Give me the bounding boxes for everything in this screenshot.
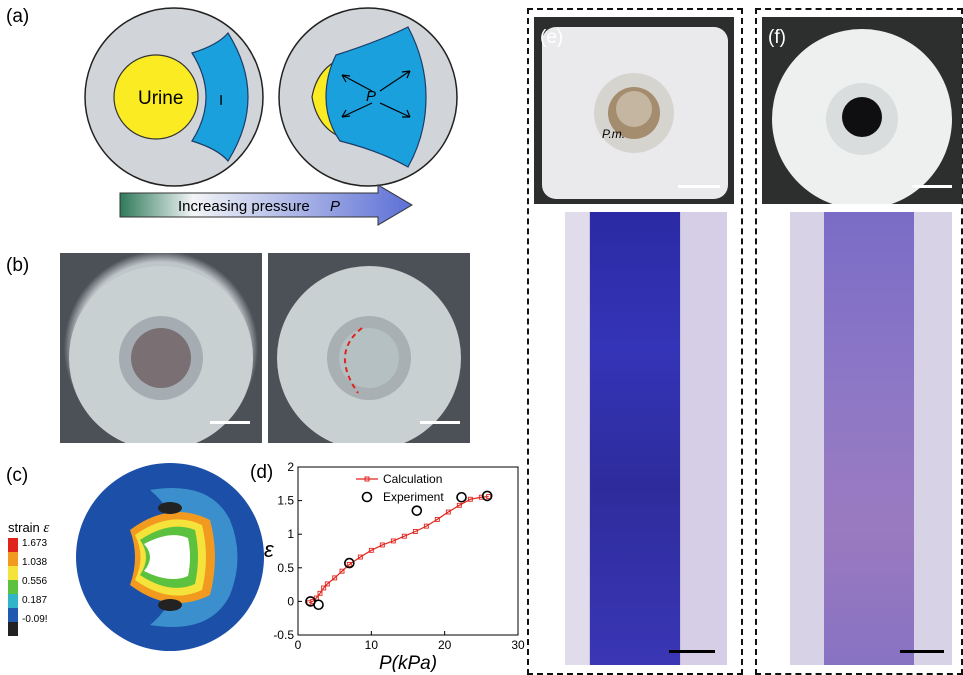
increasing-pressure-arrow <box>119 184 413 226</box>
legend-swatch <box>8 608 18 622</box>
calculation-point <box>390 538 396 544</box>
panel-e-label: (e) <box>540 27 564 48</box>
p-label: P <box>366 88 376 105</box>
photo-b-right <box>268 253 470 443</box>
y-tick-label: 0.5 <box>277 561 294 575</box>
experiment-point <box>313 599 324 611</box>
strain-legend: strain ε 1.673 1.038 0.556 0.187 -0.09! <box>8 520 78 636</box>
panel-d-label: (d) <box>250 462 274 483</box>
i-label: I <box>219 92 223 109</box>
legend-swatch <box>8 552 18 566</box>
legend-title-text: strain <box>8 520 40 535</box>
photo-e-top-drawing <box>542 27 728 199</box>
legend-value: 0.187 <box>22 595 48 606</box>
photo-f-top: (f) <box>762 17 962 204</box>
pm-annotation: P.m. <box>602 127 626 141</box>
plot-frame <box>297 466 519 636</box>
legend-experiment-marker <box>361 491 373 503</box>
legend-title: strain ε <box>8 520 78 537</box>
left-cushion <box>191 31 249 163</box>
experiment-point <box>481 490 493 502</box>
x-axis-label: P(kPa) <box>379 653 437 672</box>
calculation-point <box>456 502 462 508</box>
calculation-point <box>423 523 429 529</box>
y-tick-label: 0 <box>287 594 294 608</box>
legend-swatch <box>8 538 18 552</box>
legend-calculation-marker <box>364 476 370 482</box>
urine-circle <box>113 54 199 140</box>
legend-swatch <box>8 622 18 636</box>
scale-bar-e-top <box>678 185 720 188</box>
photo-b-right-drawing <box>277 266 461 443</box>
panel-c-label: (c) <box>6 465 29 486</box>
experiment-point <box>411 505 423 516</box>
legend-value: 0.556 <box>22 576 48 587</box>
calculation-point <box>412 529 418 534</box>
panel-a-label: (a) <box>6 6 30 27</box>
y-tick-label: 1.5 <box>277 494 294 508</box>
panel-c-fem <box>76 463 264 651</box>
photo-e-top: (e) P.m. <box>534 17 734 204</box>
experiment-point <box>456 491 467 503</box>
calculation-point <box>445 509 451 515</box>
calculation-point <box>434 516 440 522</box>
legend-symbol: ε <box>43 520 50 536</box>
panel-a-schematic: Urine I P Increasing pressure P <box>84 7 458 226</box>
x-tick-label: 30 <box>511 638 525 652</box>
calculation-line <box>308 495 489 604</box>
arrow-var: P <box>330 198 340 215</box>
y-tick-label: 1 <box>287 527 294 541</box>
scale-bar-e-bottom <box>669 650 715 653</box>
legend-colorbar <box>8 538 18 636</box>
arrow-text: Increasing pressure <box>178 198 310 215</box>
experiment-point <box>344 557 355 569</box>
panel-b-label: (b) <box>6 255 30 276</box>
panel-e-frame <box>527 8 743 675</box>
legend-swatch <box>8 566 18 580</box>
y-axis-label: ε <box>264 537 274 562</box>
calculation-point <box>401 533 407 539</box>
scale-bar-f-bottom <box>900 650 944 653</box>
y-tick-label: -0.5 <box>273 628 294 642</box>
urine-label: Urine <box>138 88 183 109</box>
calculation-point <box>339 568 345 574</box>
photo-e-bottom <box>565 212 727 665</box>
calculation-point <box>317 590 323 596</box>
calculation-point <box>486 494 492 500</box>
legend-value: -0.09! <box>22 614 48 625</box>
legend-value: 1.038 <box>22 557 48 568</box>
photo-f-bottom <box>790 212 952 665</box>
strain-pressure-chart: 0 10 20 30-0.500.511.52P(kPa)εCalculationEx… <box>264 460 525 672</box>
legend-calculation-label: Calculation <box>383 472 442 486</box>
panel-f-frame <box>755 8 963 675</box>
calculation-point <box>332 575 338 581</box>
y-tick-label: 2 <box>287 460 294 474</box>
calculation-point <box>357 554 363 560</box>
legend-value: 1.673 <box>22 538 48 549</box>
right-cushion <box>325 26 427 168</box>
calculation-point <box>346 561 352 567</box>
photo-b-left <box>60 253 262 443</box>
calculation-point <box>379 542 385 548</box>
photo-f-top-drawing <box>772 29 952 204</box>
x-tick-label: 10 <box>365 638 379 652</box>
photo-b-left-drawing <box>69 266 253 443</box>
pressure-arrows <box>341 70 411 118</box>
panel-f-label: (f) <box>768 27 786 48</box>
x-tick-label: 0 <box>295 638 302 652</box>
x-tick-label: 20 <box>438 638 452 652</box>
legend-swatch <box>8 594 18 608</box>
calculation-point <box>321 585 327 591</box>
deformation-dashed-line <box>344 327 363 394</box>
scale-bar-b-left <box>210 421 250 424</box>
scale-bar-f-top <box>912 185 952 188</box>
calculation-point <box>324 581 330 587</box>
calculation-point <box>368 547 374 553</box>
calculation-point <box>467 496 473 502</box>
legend-experiment-label: Experiment <box>383 490 444 504</box>
scale-bar-b-right <box>420 421 460 424</box>
legend-swatch <box>8 580 18 594</box>
